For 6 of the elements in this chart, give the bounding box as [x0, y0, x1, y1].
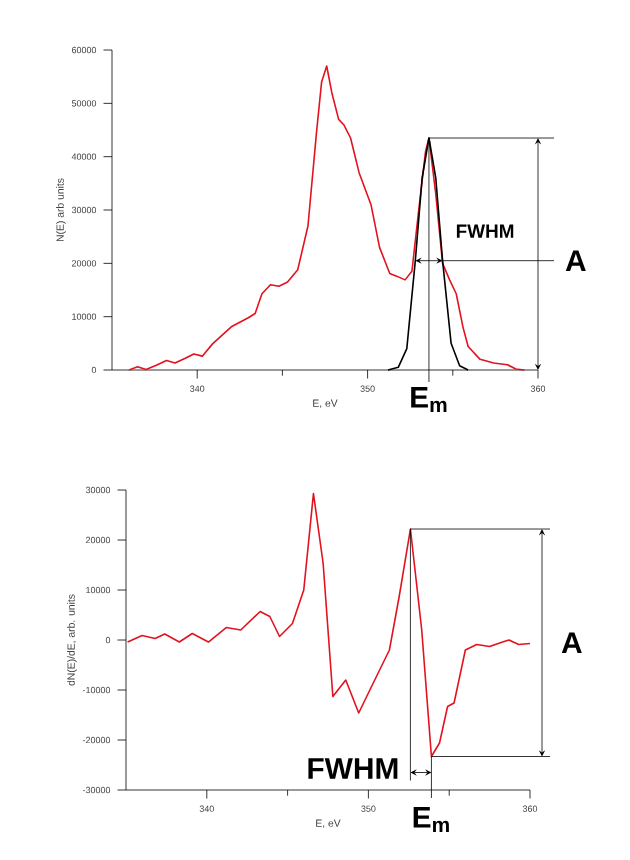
annotation: E$_{m}$: [413, 807, 449, 832]
annotation: FWHM: [456, 224, 514, 238]
annotation: FWHM: [308, 758, 398, 779]
annotation: E$_{m}$: [411, 387, 447, 412]
text: A: [565, 250, 586, 271]
text: A: [561, 632, 582, 654]
